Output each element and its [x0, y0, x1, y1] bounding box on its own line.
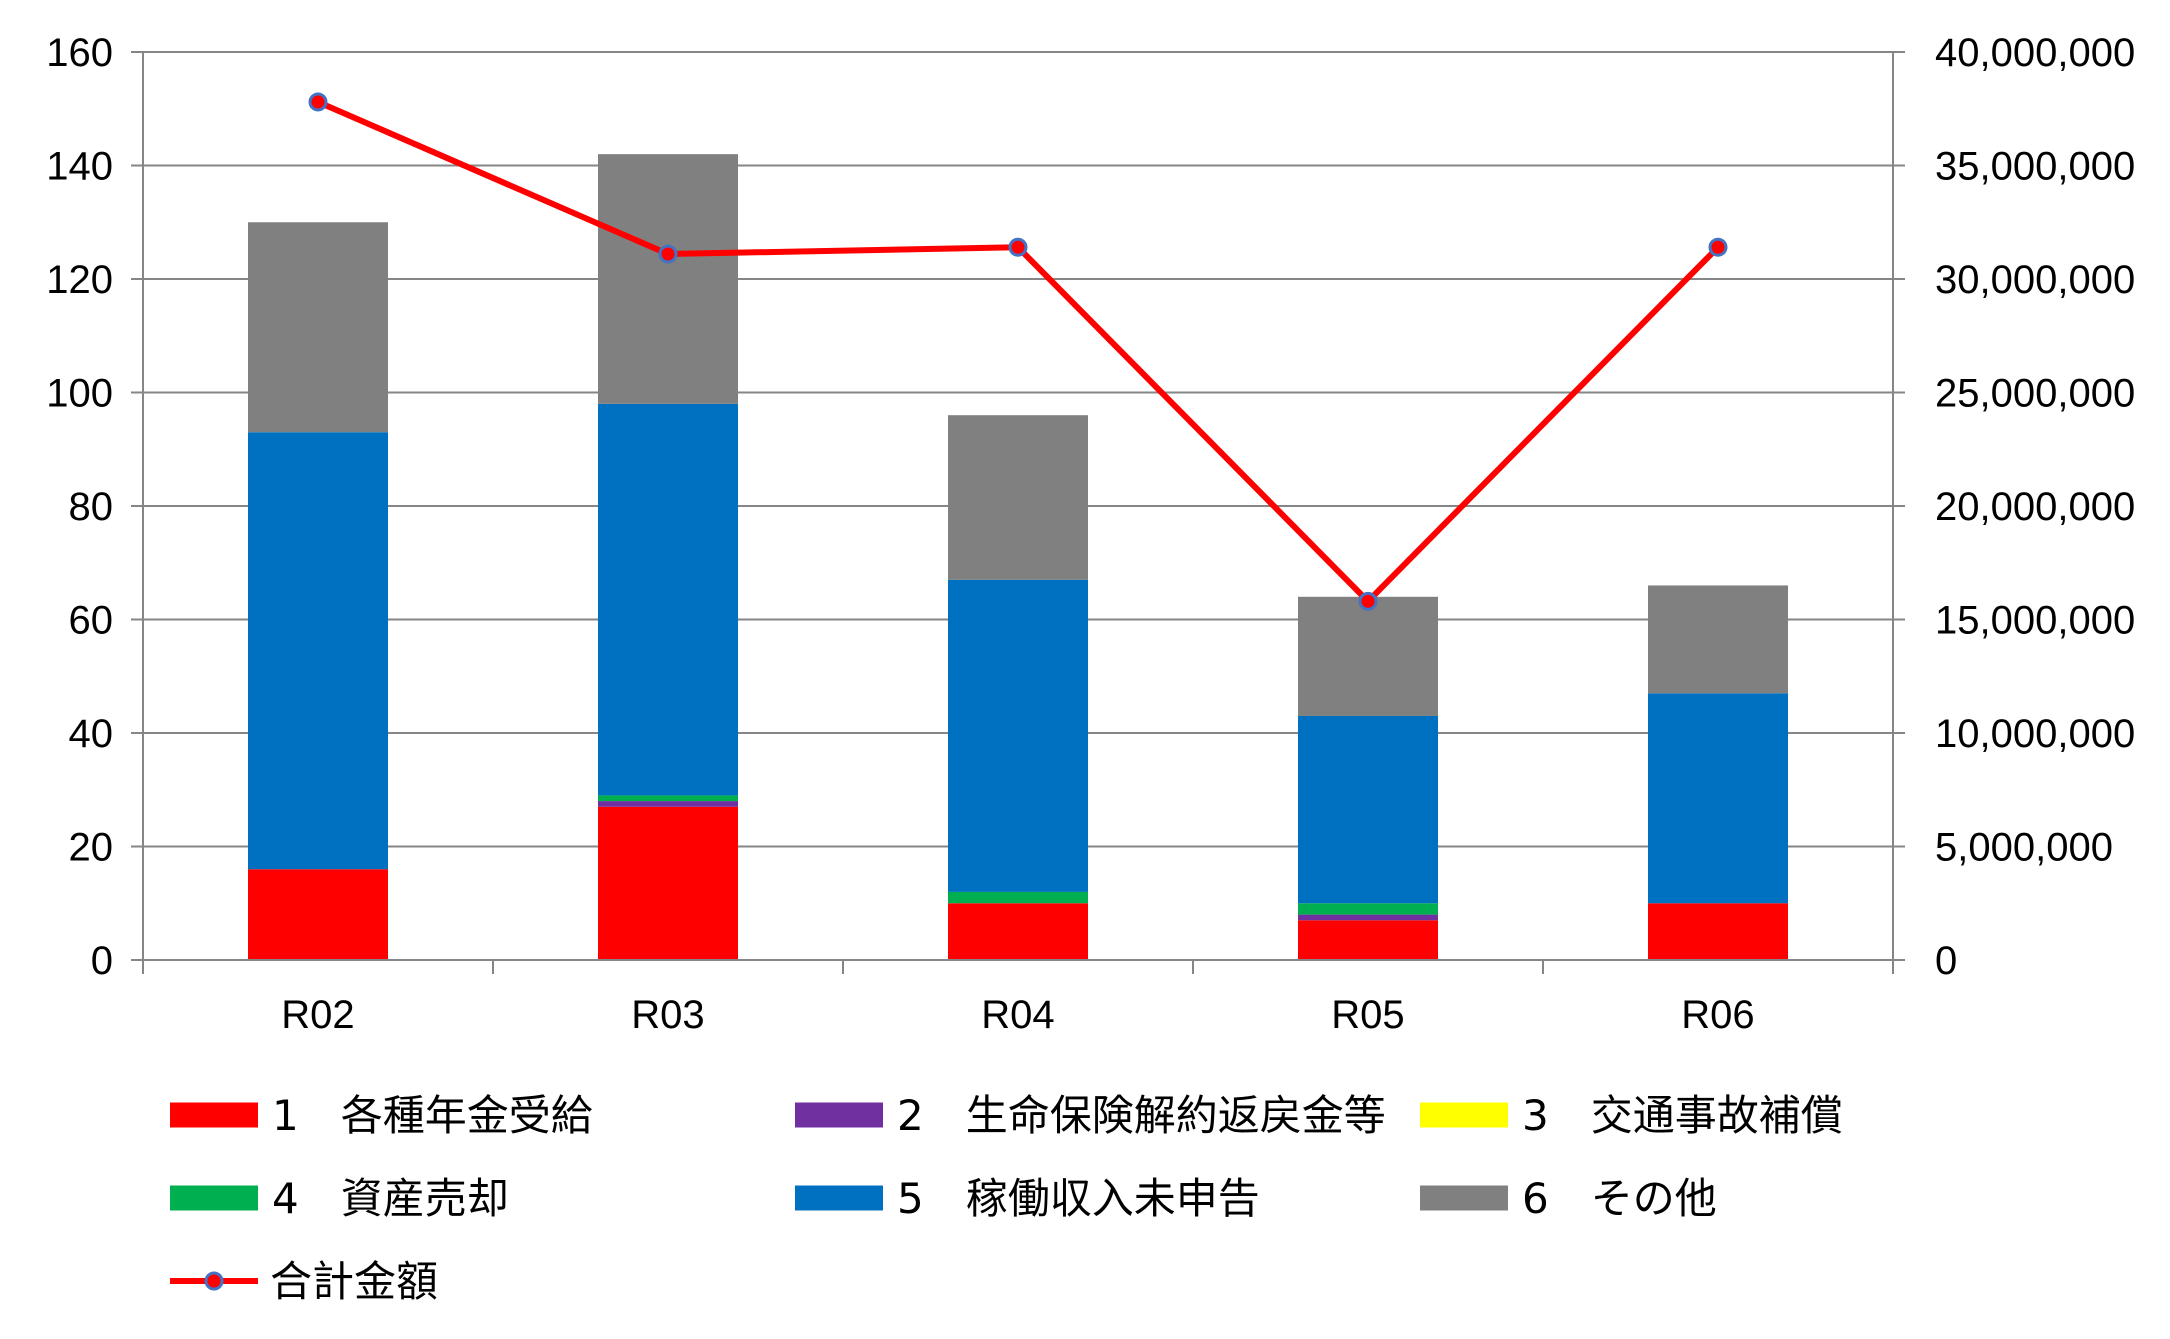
legend-line-marker [204, 1271, 224, 1291]
y2-tick-label: 40,000,000 [1935, 31, 2135, 75]
bar-series-6 [948, 415, 1088, 580]
y2-tick-label: 25,000,000 [1935, 372, 2135, 416]
legend-label-1: 1 各種年金受給 [272, 1091, 593, 1140]
y2-tick-label: 5,000,000 [1935, 826, 2113, 870]
bar-series-4 [1298, 903, 1438, 915]
bar-series-2 [598, 801, 738, 807]
line-point [658, 244, 678, 264]
legend-label-4: 4 資産売却 [272, 1174, 509, 1223]
legend-swatch-4 [170, 1185, 258, 1211]
y2-tick-label: 0 [1935, 939, 1957, 983]
legend-swatch-2 [795, 1102, 883, 1128]
legend-label-2: 2 生命保険解約返戻金等 [897, 1091, 1386, 1140]
bar-series-4 [598, 795, 738, 802]
y-tick-label: 40 [69, 712, 114, 756]
y-tick-label: 80 [69, 485, 114, 529]
bar-series-6 [1298, 596, 1438, 716]
line-point [308, 92, 328, 112]
bar-series-1 [1648, 903, 1788, 960]
legend-label-total: 合計金額 [270, 1257, 438, 1306]
y-tick-label: 20 [69, 826, 114, 870]
bar-series-5 [1298, 715, 1438, 904]
bar-series-6 [248, 222, 388, 433]
x-tick-label: R03 [631, 993, 704, 1037]
y-tick-label: 0 [91, 939, 113, 983]
legend-label-5: 5 稼働収入未申告 [897, 1174, 1260, 1223]
bar-series-1 [948, 903, 1088, 960]
line-point [1358, 591, 1378, 611]
line-point [1708, 237, 1728, 257]
bar-series-5 [1648, 693, 1788, 904]
legend-label-3: 3 交通事故補償 [1522, 1091, 1843, 1140]
bar-series-4 [948, 891, 1088, 904]
y-tick-label: 140 [46, 145, 113, 189]
y2-tick-label: 10,000,000 [1935, 712, 2135, 756]
bar-series-6 [598, 154, 738, 404]
y-tick-label: 160 [46, 31, 113, 75]
y2-tick-label: 20,000,000 [1935, 485, 2135, 529]
bar-series-6 [1648, 585, 1788, 694]
legend-swatch-1 [170, 1102, 258, 1128]
x-tick-label: R04 [981, 993, 1054, 1037]
legend-label-6: 6 その他 [1522, 1174, 1717, 1223]
bar-series-5 [948, 579, 1088, 892]
x-tick-label: R02 [281, 993, 354, 1037]
y-tick-label: 100 [46, 372, 113, 416]
y2-tick-label: 15,000,000 [1935, 599, 2135, 643]
legend-swatch-5 [795, 1185, 883, 1211]
legend-swatch-3 [1420, 1102, 1508, 1128]
bar-series-1 [1298, 920, 1438, 960]
bar-series-1 [248, 869, 388, 960]
x-tick-label: R06 [1681, 993, 1754, 1037]
y2-tick-label: 30,000,000 [1935, 258, 2135, 302]
bar-series-5 [598, 403, 738, 796]
y-tick-label: 120 [46, 258, 113, 302]
bar-series-2 [1298, 914, 1438, 921]
y-tick-label: 60 [69, 599, 114, 643]
x-tick-label: R05 [1331, 993, 1404, 1037]
bar-series-5 [248, 432, 388, 870]
y2-tick-label: 35,000,000 [1935, 145, 2135, 189]
bar-series-1 [598, 806, 738, 960]
line-point [1008, 237, 1028, 257]
legend-swatch-6 [1420, 1185, 1508, 1211]
